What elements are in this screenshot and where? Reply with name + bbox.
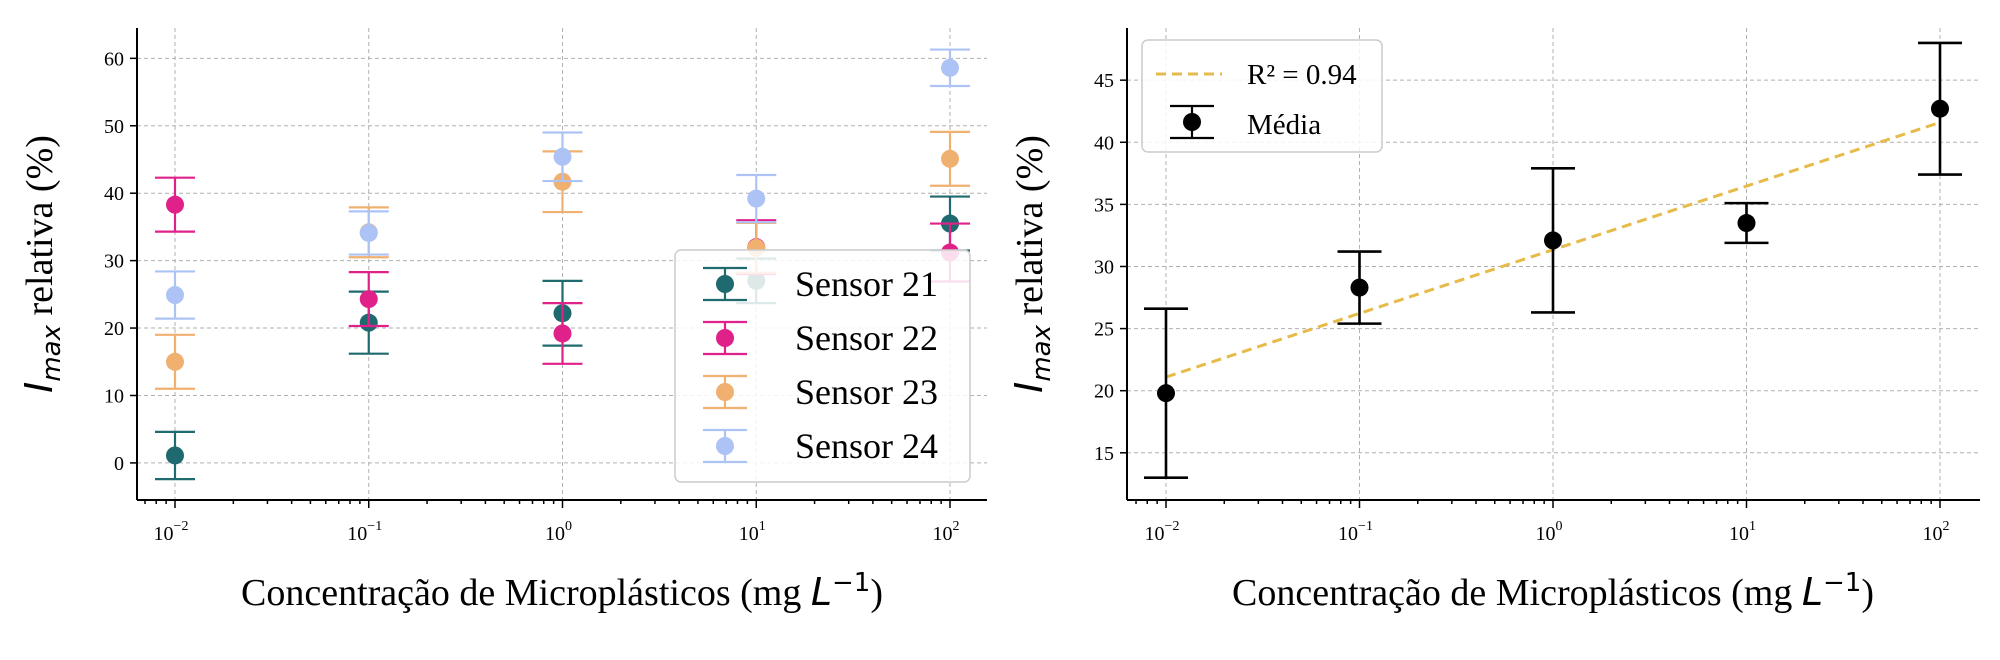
legend-label: Média <box>1247 109 1321 141</box>
data-point <box>166 195 184 214</box>
x-axis-label: Concentração de Microplásticos (mg L−1) <box>1232 568 1874 614</box>
data-point <box>941 149 959 168</box>
y-tick-label: 30 <box>1094 256 1114 278</box>
y-tick-label: 20 <box>104 318 124 340</box>
data-point <box>941 58 959 77</box>
legend: Sensor 21 Sensor 22 Sensor 23 Sensor 24 <box>674 249 971 483</box>
series-1 <box>1144 41 1962 479</box>
data-point <box>1931 99 1949 118</box>
y-tick-label: 50 <box>104 116 124 138</box>
legend-swatch-dot <box>1183 113 1201 131</box>
y-tick-label: 25 <box>1094 319 1114 341</box>
y-tick-label: 40 <box>1094 132 1114 154</box>
x-tick-label: 10−1 <box>347 519 382 545</box>
x-tick-label: 10−2 <box>1145 519 1180 545</box>
legend-label: Sensor 24 <box>795 426 938 466</box>
legend-swatch-dot <box>716 437 734 455</box>
legend-box <box>674 249 971 483</box>
x-tick-label: 102 <box>1923 519 1950 545</box>
y-tick-label: 10 <box>104 385 124 407</box>
data-point <box>747 189 766 208</box>
legend-label: Sensor 22 <box>795 318 938 358</box>
left-chart-panel: 0 10 20 30 40 50 60 10−2 10−1 100 101 102 Imax relat… <box>17 28 987 614</box>
x-tick-label: 101 <box>1729 519 1756 545</box>
x-tick-label: 101 <box>739 519 766 545</box>
y-tick-label: 35 <box>1094 194 1114 216</box>
x-tick-label: 10−2 <box>154 519 189 545</box>
y-tick-label: 30 <box>104 251 124 273</box>
legend-label: R² = 0.94 <box>1247 59 1357 91</box>
y-axis-label: Imax relativa (%) <box>17 135 67 393</box>
legend-box <box>1141 39 1383 153</box>
legend-label: Sensor 23 <box>795 372 938 412</box>
y-tick-label: 0 <box>114 453 124 475</box>
x-tick-label: 100 <box>545 519 572 545</box>
data-point <box>1737 214 1756 233</box>
x-axis-label: Concentração de Microplásticos (mg L−1) <box>241 568 883 614</box>
legend-label: Sensor 21 <box>795 264 938 304</box>
data-point <box>359 223 378 242</box>
data-point <box>359 290 378 309</box>
right-chart-panel: 15 20 25 30 35 40 45 10−2 10−1 100 101 102 Imax rela… <box>1007 28 1980 614</box>
y-tick-label: 45 <box>1094 70 1114 92</box>
y-tick-label: 20 <box>1094 381 1114 403</box>
x-tick-label: 102 <box>933 519 960 545</box>
legend-swatch-dot <box>716 275 734 293</box>
data-point <box>166 352 184 371</box>
legend-swatch-dot <box>716 329 734 347</box>
y-tick-label: 60 <box>104 48 124 70</box>
y-tick-label: 40 <box>104 183 124 205</box>
data-point <box>1350 278 1369 297</box>
data-point <box>1544 231 1562 250</box>
data-point <box>553 147 572 166</box>
legend-swatch-dot <box>716 383 734 401</box>
data-point <box>166 446 184 465</box>
data-point <box>166 286 184 305</box>
x-tick-label: 10−1 <box>1338 519 1373 545</box>
y-axis-label: Imax relativa (%) <box>1007 135 1057 393</box>
data-point <box>1157 384 1175 403</box>
x-tick-label: 100 <box>1536 519 1563 545</box>
legend: R² = 0.94 Média <box>1141 39 1383 153</box>
y-tick-label: 15 <box>1094 443 1114 465</box>
series-4 <box>155 48 970 320</box>
data-point <box>553 324 572 343</box>
